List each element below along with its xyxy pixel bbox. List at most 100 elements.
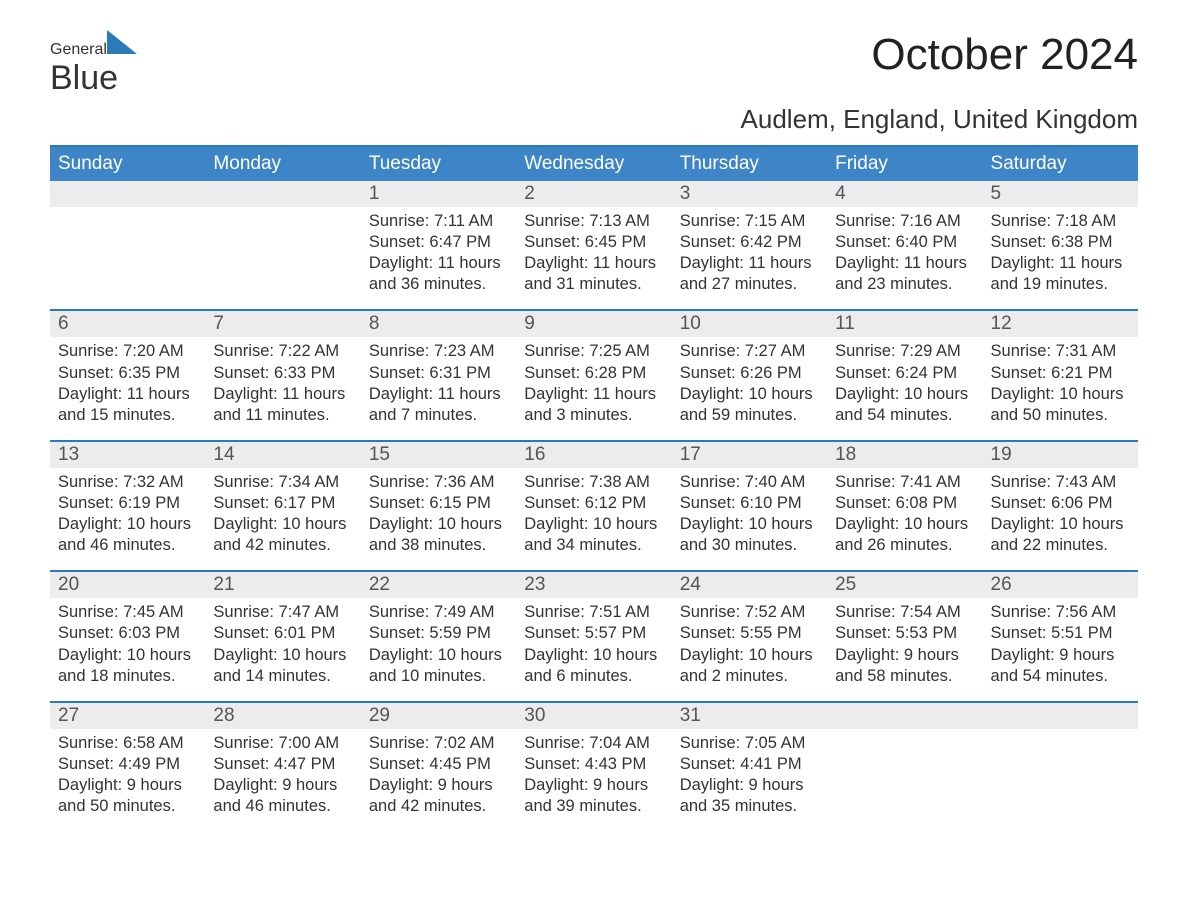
day-number: 29	[361, 703, 516, 729]
sunset-text: Sunset: 6:03 PM	[58, 623, 197, 644]
day-cell	[205, 207, 360, 309]
sunrise-text: Sunrise: 7:32 AM	[58, 472, 197, 493]
day-header: Thursday	[672, 147, 827, 181]
sunrise-text: Sunrise: 7:31 AM	[991, 341, 1130, 362]
daylight-text: Daylight: 10 hours and 14 minutes.	[213, 645, 352, 687]
day-cell: Sunrise: 7:18 AMSunset: 6:38 PMDaylight:…	[983, 207, 1138, 309]
calendar-week: 2728293031Sunrise: 6:58 AMSunset: 4:49 P…	[50, 701, 1138, 831]
logo-triangle-icon	[107, 30, 137, 59]
day-cell	[983, 729, 1138, 831]
daybody-row: Sunrise: 6:58 AMSunset: 4:49 PMDaylight:…	[50, 729, 1138, 831]
day-number: 10	[672, 311, 827, 337]
day-cell: Sunrise: 7:16 AMSunset: 6:40 PMDaylight:…	[827, 207, 982, 309]
day-cell: Sunrise: 7:27 AMSunset: 6:26 PMDaylight:…	[672, 337, 827, 439]
sunrise-text: Sunrise: 7:23 AM	[369, 341, 508, 362]
daylight-text: Daylight: 10 hours and 22 minutes.	[991, 514, 1130, 556]
daylight-text: Daylight: 9 hours and 39 minutes.	[524, 775, 663, 817]
sunrise-text: Sunrise: 7:54 AM	[835, 602, 974, 623]
sunset-text: Sunset: 6:21 PM	[991, 363, 1130, 384]
sunset-text: Sunset: 6:38 PM	[991, 232, 1130, 253]
header-area: General Blue October 2024	[50, 30, 1138, 98]
day-cell: Sunrise: 7:31 AMSunset: 6:21 PMDaylight:…	[983, 337, 1138, 439]
day-cell: Sunrise: 7:38 AMSunset: 6:12 PMDaylight:…	[516, 468, 671, 570]
sunset-text: Sunset: 6:26 PM	[680, 363, 819, 384]
day-cell	[827, 729, 982, 831]
day-number: 19	[983, 442, 1138, 468]
day-number: 26	[983, 572, 1138, 598]
sunset-text: Sunset: 6:45 PM	[524, 232, 663, 253]
daylight-text: Daylight: 9 hours and 54 minutes.	[991, 645, 1130, 687]
daybody-row: Sunrise: 7:45 AMSunset: 6:03 PMDaylight:…	[50, 598, 1138, 700]
daylight-text: Daylight: 10 hours and 2 minutes.	[680, 645, 819, 687]
calendar: SundayMondayTuesdayWednesdayThursdayFrid…	[50, 145, 1138, 831]
location-subtitle: Audlem, England, United Kingdom	[50, 104, 1138, 135]
day-cell: Sunrise: 7:13 AMSunset: 6:45 PMDaylight:…	[516, 207, 671, 309]
sunset-text: Sunset: 4:47 PM	[213, 754, 352, 775]
sunrise-text: Sunrise: 7:41 AM	[835, 472, 974, 493]
sunset-text: Sunset: 6:31 PM	[369, 363, 508, 384]
sunset-text: Sunset: 6:10 PM	[680, 493, 819, 514]
sunrise-text: Sunrise: 7:20 AM	[58, 341, 197, 362]
sunset-text: Sunset: 6:01 PM	[213, 623, 352, 644]
sunset-text: Sunset: 5:59 PM	[369, 623, 508, 644]
daylight-text: Daylight: 10 hours and 59 minutes.	[680, 384, 819, 426]
sunrise-text: Sunrise: 6:58 AM	[58, 733, 197, 754]
sunset-text: Sunset: 5:53 PM	[835, 623, 974, 644]
daylight-text: Daylight: 10 hours and 34 minutes.	[524, 514, 663, 556]
calendar-week: 20212223242526Sunrise: 7:45 AMSunset: 6:…	[50, 570, 1138, 700]
daynum-row: 20212223242526	[50, 572, 1138, 598]
day-cell: Sunrise: 7:04 AMSunset: 4:43 PMDaylight:…	[516, 729, 671, 831]
daylight-text: Daylight: 9 hours and 58 minutes.	[835, 645, 974, 687]
day-cell: Sunrise: 7:54 AMSunset: 5:53 PMDaylight:…	[827, 598, 982, 700]
day-number	[827, 703, 982, 729]
day-cell: Sunrise: 7:32 AMSunset: 6:19 PMDaylight:…	[50, 468, 205, 570]
sunset-text: Sunset: 4:43 PM	[524, 754, 663, 775]
day-number: 8	[361, 311, 516, 337]
sunrise-text: Sunrise: 7:52 AM	[680, 602, 819, 623]
day-number: 1	[361, 181, 516, 207]
sunset-text: Sunset: 4:45 PM	[369, 754, 508, 775]
sunrise-text: Sunrise: 7:18 AM	[991, 211, 1130, 232]
day-cell: Sunrise: 7:36 AMSunset: 6:15 PMDaylight:…	[361, 468, 516, 570]
day-number: 16	[516, 442, 671, 468]
sunrise-text: Sunrise: 7:04 AM	[524, 733, 663, 754]
sunrise-text: Sunrise: 7:27 AM	[680, 341, 819, 362]
daylight-text: Daylight: 10 hours and 10 minutes.	[369, 645, 508, 687]
sunset-text: Sunset: 6:15 PM	[369, 493, 508, 514]
day-cell: Sunrise: 7:49 AMSunset: 5:59 PMDaylight:…	[361, 598, 516, 700]
day-cell: Sunrise: 7:47 AMSunset: 6:01 PMDaylight:…	[205, 598, 360, 700]
sunset-text: Sunset: 6:24 PM	[835, 363, 974, 384]
sunset-text: Sunset: 5:51 PM	[991, 623, 1130, 644]
day-header: Monday	[205, 147, 360, 181]
daylight-text: Daylight: 9 hours and 50 minutes.	[58, 775, 197, 817]
sunset-text: Sunset: 5:55 PM	[680, 623, 819, 644]
sunrise-text: Sunrise: 7:25 AM	[524, 341, 663, 362]
sunset-text: Sunset: 4:41 PM	[680, 754, 819, 775]
day-header: Sunday	[50, 147, 205, 181]
daylight-text: Daylight: 10 hours and 50 minutes.	[991, 384, 1130, 426]
title-block: October 2024	[871, 30, 1138, 80]
calendar-week: 12345Sunrise: 7:11 AMSunset: 6:47 PMDayl…	[50, 181, 1138, 309]
day-number: 18	[827, 442, 982, 468]
sunset-text: Sunset: 6:17 PM	[213, 493, 352, 514]
daylight-text: Daylight: 11 hours and 19 minutes.	[991, 253, 1130, 295]
sunrise-text: Sunrise: 7:51 AM	[524, 602, 663, 623]
day-cell: Sunrise: 7:34 AMSunset: 6:17 PMDaylight:…	[205, 468, 360, 570]
sunrise-text: Sunrise: 7:02 AM	[369, 733, 508, 754]
day-header: Tuesday	[361, 147, 516, 181]
day-number: 22	[361, 572, 516, 598]
sunset-text: Sunset: 6:12 PM	[524, 493, 663, 514]
day-number: 27	[50, 703, 205, 729]
sunrise-text: Sunrise: 7:36 AM	[369, 472, 508, 493]
daylight-text: Daylight: 11 hours and 36 minutes.	[369, 253, 508, 295]
logo: General Blue	[50, 30, 137, 98]
day-cell: Sunrise: 7:25 AMSunset: 6:28 PMDaylight:…	[516, 337, 671, 439]
day-number: 15	[361, 442, 516, 468]
daylight-text: Daylight: 11 hours and 27 minutes.	[680, 253, 819, 295]
daynum-row: 6789101112	[50, 311, 1138, 337]
day-number: 5	[983, 181, 1138, 207]
sunrise-text: Sunrise: 7:47 AM	[213, 602, 352, 623]
daylight-text: Daylight: 11 hours and 15 minutes.	[58, 384, 197, 426]
sunrise-text: Sunrise: 7:56 AM	[991, 602, 1130, 623]
day-number: 12	[983, 311, 1138, 337]
